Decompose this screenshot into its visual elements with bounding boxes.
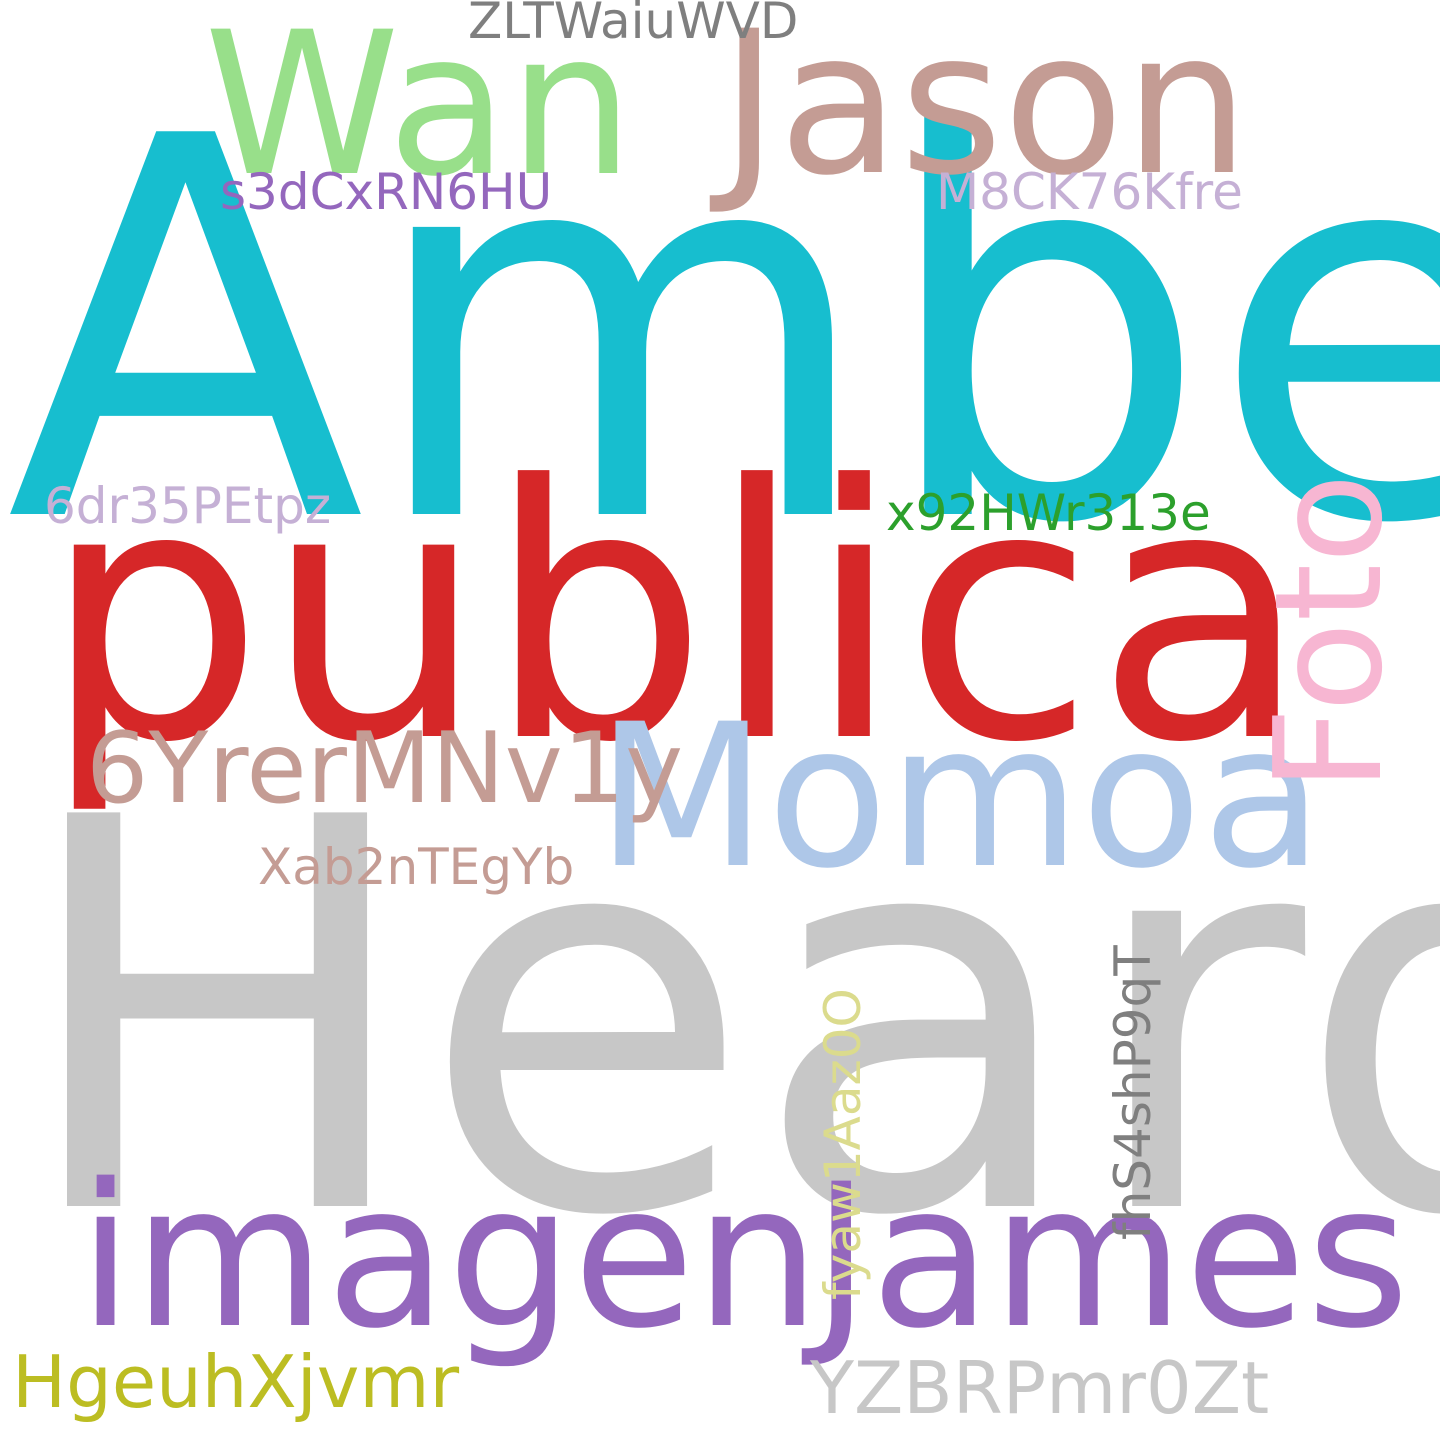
word-yzbrpmr0zt: YZBRPmr0Zt — [810, 1346, 1270, 1430]
word-6yrermnv1y: 6YrerMNv1y — [86, 712, 684, 826]
word-momoa: Momoa — [596, 681, 1324, 912]
word-s3dcxrn6hu: s3dCxRN6HU — [220, 163, 553, 221]
word-wan: Wan — [204, 0, 634, 220]
word-xab2ntegyb: Xab2nTEgYb — [258, 838, 575, 896]
word-fhs4shp9qt: fhS4shP9qT — [1104, 945, 1162, 1240]
word-publica: publica — [42, 411, 1310, 819]
word-fyaw1aaz0o: fyaw1Aaz0O — [814, 988, 872, 1300]
word-heard: Heard — [14, 706, 1440, 1334]
word-amber: Amber — [6, 27, 1440, 638]
word-x92hwr313e: x92HWr313e — [886, 484, 1211, 542]
word-m8ck76kfre: M8CK76Kfre — [936, 163, 1243, 221]
word-hgeuhxjvmr: HgeuhXjvmr — [12, 1340, 460, 1424]
word-james: James — [812, 1141, 1410, 1372]
word-imagen: imagen — [78, 1141, 821, 1372]
word-foto: Foto — [1243, 473, 1415, 792]
word-6dr35petpz: 6dr35PEtpz — [44, 477, 332, 535]
word-jason: Jason — [720, 0, 1250, 219]
word-zltwaiuwvd: ZLTWaiuWVD — [468, 0, 799, 50]
